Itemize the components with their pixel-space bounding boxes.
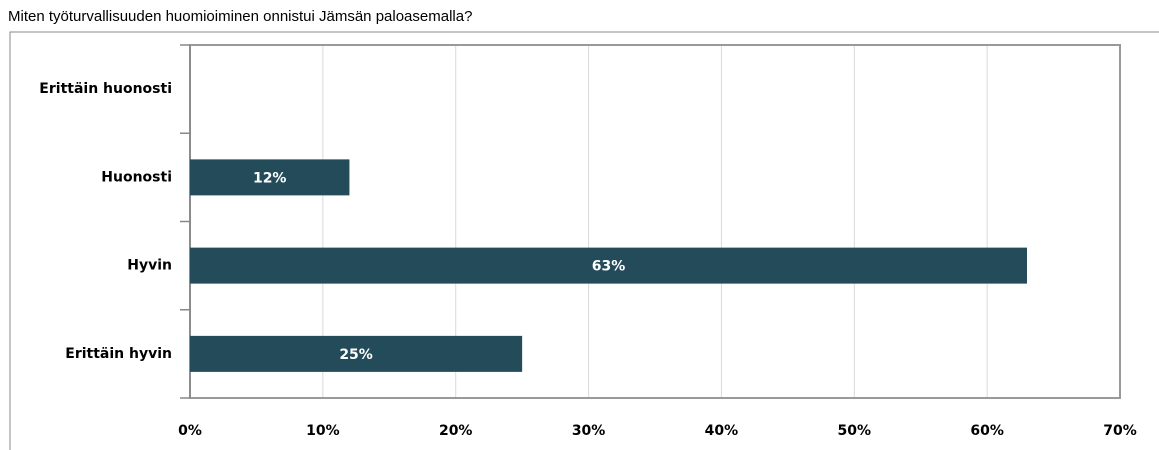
value-label: 12% bbox=[253, 170, 287, 186]
x-tick-label: 20% bbox=[439, 423, 473, 439]
y-tick-label: Erittäin huonosti bbox=[39, 81, 172, 97]
bar bbox=[190, 335, 523, 372]
x-tick-label: 50% bbox=[838, 423, 872, 439]
y-tick-label: Erittäin hyvin bbox=[65, 346, 172, 362]
x-tick-label: 70% bbox=[1103, 423, 1137, 439]
bar bbox=[190, 159, 350, 196]
value-label: 25% bbox=[339, 347, 373, 363]
y-tick-label: Huonosti bbox=[101, 169, 172, 185]
x-tick-label: 30% bbox=[572, 423, 606, 439]
chart-title: Miten työturvallisuuden huomioiminen onn… bbox=[8, 8, 472, 25]
x-tick-label: 0% bbox=[178, 423, 202, 439]
x-tick-label: 10% bbox=[306, 423, 340, 439]
bar bbox=[190, 247, 1027, 284]
x-tick-label: 60% bbox=[970, 423, 1004, 439]
x-tick-label: 40% bbox=[705, 423, 739, 439]
value-label: 63% bbox=[592, 259, 626, 275]
y-tick-label: Hyvin bbox=[127, 258, 172, 274]
frame bbox=[9, 31, 1159, 450]
